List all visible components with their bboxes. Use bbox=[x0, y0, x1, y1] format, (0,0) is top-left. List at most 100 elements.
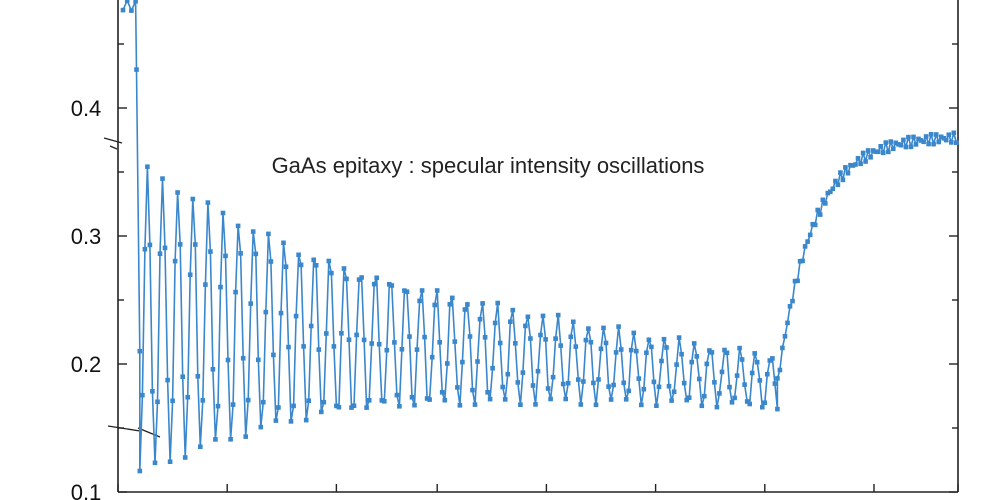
data-point bbox=[780, 345, 785, 351]
data-point bbox=[349, 405, 354, 410]
data-point bbox=[316, 347, 322, 352]
data-point bbox=[578, 402, 584, 407]
data-point bbox=[432, 302, 437, 308]
data-point bbox=[659, 358, 664, 364]
data-point bbox=[921, 139, 926, 145]
data-point bbox=[419, 288, 425, 293]
data-point bbox=[331, 344, 337, 349]
data-point bbox=[719, 369, 725, 375]
data-point bbox=[339, 331, 344, 336]
data-point bbox=[747, 401, 752, 407]
data-point bbox=[133, 0, 138, 4]
data-point bbox=[276, 405, 281, 410]
data-point bbox=[492, 320, 498, 326]
data-point bbox=[558, 343, 563, 348]
data-point bbox=[661, 336, 667, 342]
data-point bbox=[286, 344, 291, 350]
data-point bbox=[404, 289, 410, 294]
data-point bbox=[147, 242, 153, 248]
data-point bbox=[928, 132, 934, 137]
data-point bbox=[306, 398, 311, 403]
data-point bbox=[364, 405, 369, 410]
data-point bbox=[941, 136, 946, 141]
data-point bbox=[313, 263, 319, 268]
data-point bbox=[823, 201, 828, 206]
data-point bbox=[162, 245, 168, 251]
data-point bbox=[702, 393, 707, 399]
data-point bbox=[795, 278, 800, 284]
data-point bbox=[129, 8, 134, 13]
data-point bbox=[656, 384, 662, 390]
data-point bbox=[205, 200, 211, 205]
data-point bbox=[943, 137, 949, 143]
data-point bbox=[223, 253, 228, 259]
data-point bbox=[913, 142, 919, 147]
data-point bbox=[734, 373, 740, 378]
data-point bbox=[243, 434, 248, 439]
data-point bbox=[195, 374, 201, 379]
data-point bbox=[399, 347, 405, 352]
data-point bbox=[311, 257, 316, 263]
data-point bbox=[644, 350, 649, 355]
data-point bbox=[911, 134, 916, 140]
data-point bbox=[835, 182, 841, 188]
data-point bbox=[618, 347, 624, 352]
data-point bbox=[886, 149, 891, 155]
data-point bbox=[636, 376, 642, 381]
data-point bbox=[792, 278, 798, 284]
data-point bbox=[548, 396, 553, 402]
data-point bbox=[845, 170, 851, 176]
y-tick-label: 0.2 bbox=[71, 352, 102, 377]
data-point bbox=[288, 419, 294, 424]
data-point bbox=[833, 178, 838, 184]
data-point bbox=[213, 437, 218, 442]
data-point bbox=[689, 359, 694, 365]
data-point bbox=[775, 376, 780, 381]
data-point bbox=[177, 242, 183, 247]
data-point bbox=[646, 337, 652, 343]
data-point bbox=[296, 252, 301, 258]
data-point bbox=[346, 337, 352, 343]
data-point bbox=[565, 380, 571, 386]
data-point bbox=[480, 301, 485, 306]
data-point bbox=[344, 276, 349, 282]
data-point bbox=[326, 258, 332, 264]
data-point bbox=[414, 347, 420, 352]
data-point bbox=[392, 340, 397, 345]
data-point bbox=[918, 138, 924, 143]
data-point bbox=[535, 368, 541, 374]
data-point bbox=[160, 176, 165, 181]
data-point bbox=[843, 165, 848, 170]
data-point bbox=[717, 391, 722, 396]
data-point bbox=[525, 314, 531, 320]
data-point bbox=[583, 337, 589, 343]
data-point bbox=[654, 403, 659, 408]
data-point bbox=[266, 231, 271, 237]
data-point bbox=[233, 289, 238, 295]
data-point bbox=[228, 437, 233, 442]
data-point bbox=[951, 130, 957, 136]
data-point bbox=[334, 403, 339, 409]
data-point bbox=[762, 400, 768, 405]
data-point bbox=[674, 362, 679, 367]
data-point bbox=[684, 397, 689, 403]
data-point bbox=[573, 344, 579, 349]
data-point bbox=[815, 207, 820, 213]
data-point bbox=[754, 359, 760, 365]
data-point bbox=[200, 398, 206, 403]
data-point bbox=[601, 325, 606, 331]
data-point bbox=[634, 348, 639, 354]
data-point bbox=[697, 376, 702, 382]
data-point bbox=[203, 282, 208, 287]
data-point bbox=[727, 384, 732, 390]
data-point bbox=[868, 155, 873, 160]
data-point bbox=[359, 275, 364, 280]
data-point bbox=[137, 468, 143, 474]
data-point bbox=[737, 345, 742, 351]
data-point bbox=[563, 396, 568, 402]
data-point bbox=[664, 345, 669, 350]
data-point bbox=[848, 162, 853, 168]
data-point bbox=[412, 402, 417, 408]
data-point bbox=[770, 356, 775, 361]
data-point bbox=[152, 460, 158, 466]
